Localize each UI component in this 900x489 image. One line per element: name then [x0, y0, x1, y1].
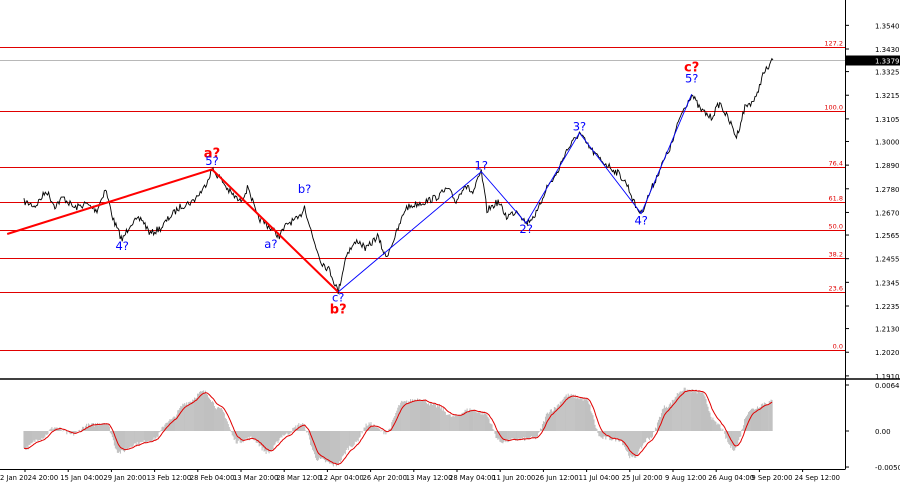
price-tick-label: 1.2130	[875, 326, 900, 334]
price-tick-label: 1.2345	[875, 279, 900, 287]
fibonacci-level-label: 50.0	[829, 223, 843, 231]
time-tick-label: 13 Feb 12:00	[147, 474, 192, 482]
time-tick-label: 24 Sep 12:00	[795, 474, 840, 482]
price-tick-label: 1.1910	[875, 373, 900, 381]
time-tick-label: 25 Jul 20:00	[622, 474, 663, 482]
fibonacci-level-label: 23.6	[829, 285, 843, 293]
time-tick-label: 28 Feb 04:00	[190, 474, 235, 482]
price-tick-label: 1.3215	[875, 92, 900, 100]
fibonacci-level-label: 38.2	[829, 251, 843, 259]
fibonacci-level-label: 0.0	[833, 343, 843, 351]
time-tick-label: 12 Apr 04:00	[319, 474, 363, 482]
oscillator-tick-label: 0.00	[875, 428, 891, 436]
price-tick-label: 1.2020	[875, 349, 900, 357]
price-tick-label: 1.2780	[875, 186, 900, 194]
time-tick-label: 26 Jun 12:00	[535, 474, 578, 482]
current-price-badge	[846, 55, 900, 66]
price-tick-label: 1.2455	[875, 256, 900, 264]
price-tick-label: 1.2235	[875, 303, 900, 311]
wave-label: a?	[264, 237, 277, 251]
time-tick-label: 26 Aug 04:00	[708, 474, 754, 482]
fibonacci-level-label: 61.8	[829, 195, 843, 203]
price-tick-label: 1.2670	[875, 209, 900, 217]
price-tick-label: 1.3325	[875, 69, 900, 77]
price-tick-label: 1.3430	[875, 46, 900, 54]
oscillator-tick-label: 0.00646	[875, 382, 900, 390]
primary-wave-line	[6, 168, 339, 293]
time-tick-label: 11 Jul 04:00	[579, 474, 620, 482]
time-tick-label: 13 May 12:00	[406, 474, 453, 482]
time-tick-label: 9 Sep 20:00	[751, 474, 792, 482]
time-tick-label: 13 Mar 20:00	[233, 474, 278, 482]
wave-label: b?	[330, 303, 347, 318]
price-tick-label: 1.2565	[875, 232, 900, 240]
current-price-label: 1.3379	[875, 58, 900, 66]
time-tick-label: 29 Jan 20:00	[103, 474, 146, 482]
wave-label: 2?	[519, 222, 532, 236]
wave-label: 5?	[685, 71, 698, 85]
fibonacci-level-label: 127.2	[824, 40, 843, 48]
wave-label: 4?	[634, 213, 647, 227]
wave-label: c?	[332, 291, 344, 305]
time-tick-label: 11 Jun 20:00	[492, 474, 535, 482]
wave-label: 5?	[205, 154, 218, 168]
fibonacci-level-label: 76.4	[829, 160, 843, 168]
wave-label: 1?	[475, 158, 488, 172]
price-tick-label: 1.2890	[875, 162, 900, 170]
wave-label: c?	[684, 61, 699, 76]
oscillator-signal-line	[23, 389, 773, 465]
wave-label: 4?	[115, 239, 128, 253]
oscillator-tick-label: -0.00506	[875, 464, 900, 472]
time-tick-label: 28 Mar 12:00	[276, 474, 321, 482]
sub-wave-line	[337, 94, 693, 293]
wave-label: b?	[298, 182, 311, 196]
time-tick-label: 26 Apr 20:00	[363, 474, 407, 482]
time-tick-label: 15 Jan 04:00	[60, 474, 103, 482]
time-tick-label: 9 Aug 12:00	[665, 474, 707, 482]
time-tick-label: 2 Jan 2024 20:00	[0, 474, 58, 482]
fibonacci-level-label: 100.0	[824, 104, 843, 112]
price-tick-label: 1.3000	[875, 138, 900, 146]
wave-label: a?	[204, 147, 220, 162]
price-tick-label: 1.3105	[875, 116, 900, 124]
wave-label: 3?	[573, 120, 586, 134]
time-tick-label: 28 May 04:00	[449, 474, 496, 482]
price-tick-label: 1.3540	[875, 22, 900, 30]
